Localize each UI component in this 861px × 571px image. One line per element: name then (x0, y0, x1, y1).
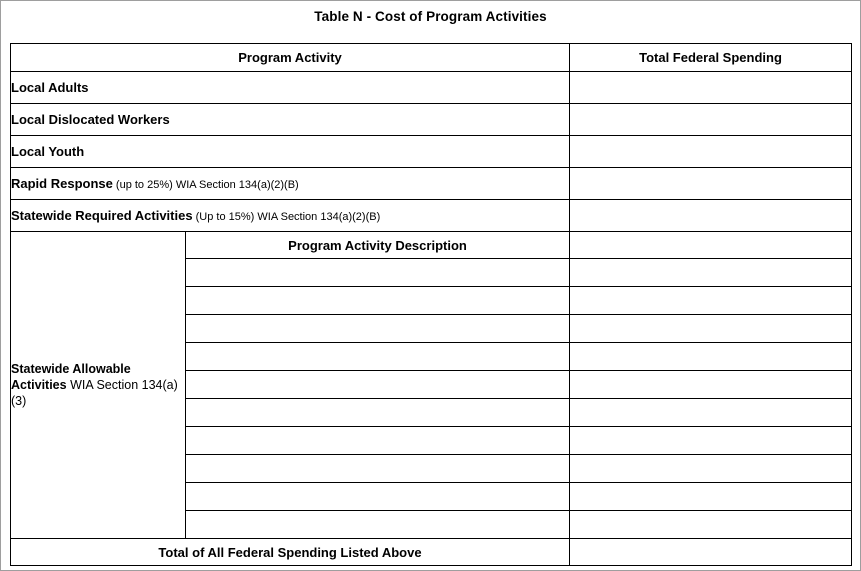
description-empty-cell (185, 370, 570, 399)
table-row-local-dislocated-workers: Local Dislocated Workers (10, 103, 852, 136)
statewide-allowable-section: Statewide Allowable Activities WIA Secti… (10, 231, 852, 539)
description-column-header: Program Activity Description (185, 231, 570, 259)
total-section: Total of All Federal Spending Listed Abo… (10, 538, 852, 566)
spending-empty-cell (569, 258, 852, 287)
description-empty-cell (185, 314, 570, 343)
table-row-rapid-response: Rapid Response (up to 25%) WIA Section 1… (10, 167, 852, 200)
program-activity-label-cell: Local Youth (10, 135, 570, 168)
row-label: Local Adults (11, 80, 89, 95)
total-row: Total of All Federal Spending Listed Abo… (10, 538, 852, 566)
statewide-allowable-label-cell: Statewide Allowable Activities WIA Secti… (10, 231, 186, 539)
spending-empty-cell (569, 482, 852, 511)
description-empty-row (11, 314, 852, 343)
spending-empty-cell (569, 426, 852, 455)
spending-empty-cell (569, 398, 852, 427)
description-empty-cell (185, 482, 570, 511)
table-header-row: Program Activity Total Federal Spending (10, 43, 852, 72)
spending-empty-cell (569, 286, 852, 315)
program-activity-label-cell: Local Adults (10, 71, 570, 104)
description-empty-cell (185, 342, 570, 371)
row-label-note: (up to 25%) WIA Section 134(a)(2)(B) (112, 179, 299, 191)
table-row-local-adults: Local Adults (10, 71, 852, 104)
description-empty-row (11, 510, 852, 539)
table-row-local-youth: Local Youth (10, 135, 852, 168)
col-header-program-activity: Program Activity (10, 43, 570, 72)
statewide-allowable-label: Statewide Allowable Activities (11, 362, 131, 393)
program-activity-label-cell: Statewide Required Activities (Up to 15%… (10, 199, 570, 232)
page-title: Table N - Cost of Program Activities (314, 9, 547, 24)
program-activity-label-cell: Local Dislocated Workers (10, 103, 570, 136)
description-empty-cell (185, 510, 570, 539)
description-empty-row (11, 398, 852, 427)
spending-value-cell (569, 199, 852, 232)
total-spending-value-cell (569, 538, 852, 566)
spending-empty-cell (569, 342, 852, 371)
spending-value-cell (569, 167, 852, 200)
description-empty-row (11, 370, 852, 399)
description-empty-cell (185, 454, 570, 483)
spending-value-cell (569, 231, 852, 259)
spending-value-cell (569, 135, 852, 168)
col-header-total-federal-spending: Total Federal Spending (569, 43, 852, 72)
description-empty-row (11, 286, 852, 315)
cost-of-program-activities-table: Program Activity Total Federal Spending … (10, 43, 852, 566)
statewide-allowable-note: WIA Section 134(a)(3) (11, 378, 178, 408)
table-main-section: Program Activity Total Federal Spending … (10, 43, 852, 232)
description-empty-row (11, 258, 852, 287)
row-label: Statewide Required Activities (11, 208, 193, 223)
spending-value-cell (569, 103, 852, 136)
description-empty-cell (185, 398, 570, 427)
row-label: Local Dislocated Workers (11, 112, 170, 127)
program-activity-label-cell: Rapid Response (up to 25%) WIA Section 1… (10, 167, 570, 200)
spending-empty-cell (569, 454, 852, 483)
spending-empty-cell (569, 370, 852, 399)
row-label: Rapid Response (11, 176, 113, 191)
description-empty-cell (185, 286, 570, 315)
table-row-statewide-required-activities: Statewide Required Activities (Up to 15%… (10, 199, 852, 232)
spending-value-cell (569, 71, 852, 104)
description-empty-cell (185, 426, 570, 455)
spending-empty-cell (569, 314, 852, 343)
description-header-row: Statewide Allowable Activities WIA Secti… (10, 231, 852, 539)
spending-empty-cell (569, 510, 852, 539)
row-label-note: (Up to 15%) WIA Section 134(a)(2)(B) (192, 211, 381, 223)
total-row-label: Total of All Federal Spending Listed Abo… (10, 538, 570, 566)
row-label: Local Youth (11, 144, 85, 159)
description-empty-cell (185, 258, 570, 287)
